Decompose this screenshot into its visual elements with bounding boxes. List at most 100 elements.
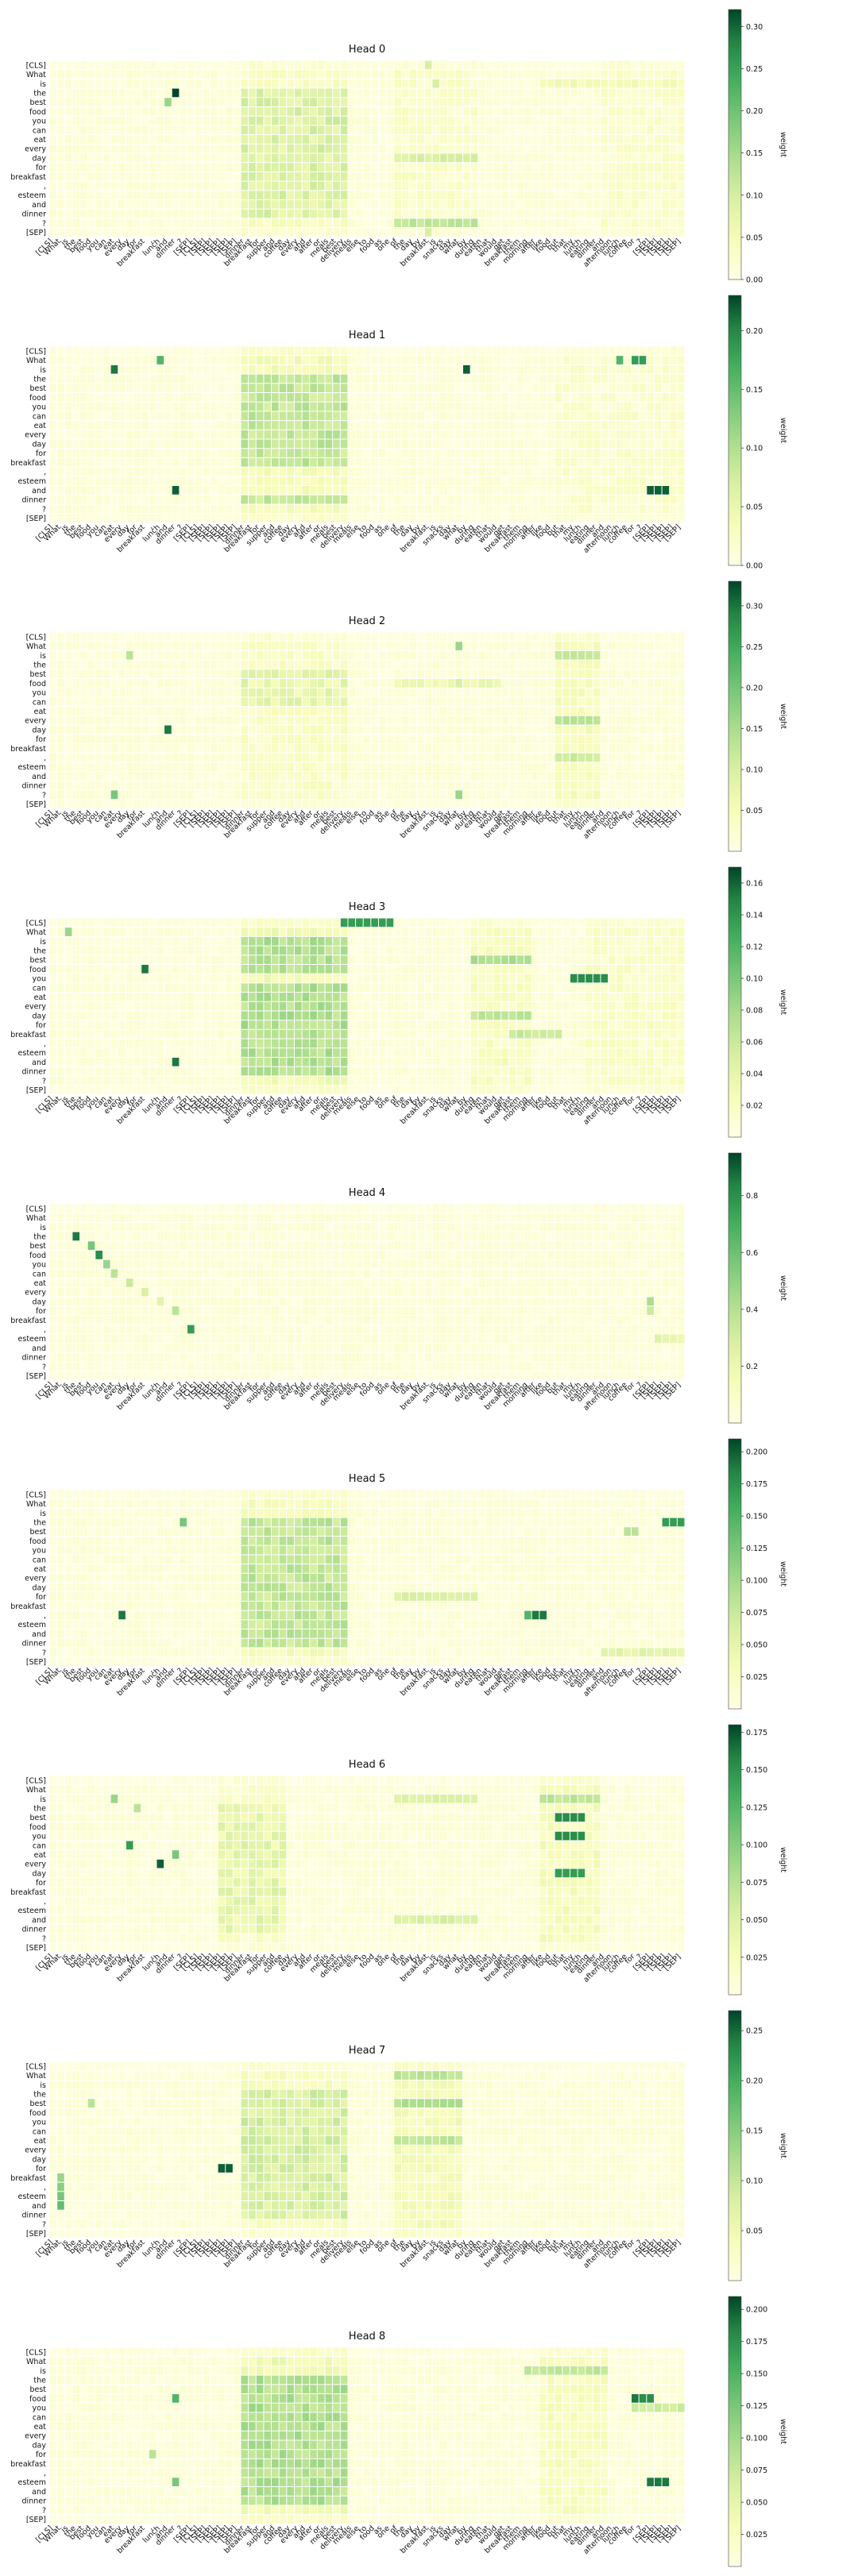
heatmap-cell [440,669,447,678]
heatmap-cell [516,144,524,153]
heatmap-cell [470,125,478,135]
heatmap-cell [49,476,57,485]
heatmap-cell [287,374,294,384]
heatmap-cell [279,107,287,116]
heatmap-cell [287,632,294,642]
heatmap-cell [524,356,531,364]
heatmap-cell [126,107,133,116]
heatmap-cell [570,753,578,762]
heatmap-cell [141,735,149,743]
heatmap-cell [609,116,616,125]
heatmap-cell [401,800,409,808]
heatmap-cell [455,697,462,707]
heatmap-cell [485,486,493,495]
heatmap-cell [409,346,417,356]
heatmap-cell [555,411,562,421]
heatmap-cell [157,430,164,439]
heatmap-cell [333,98,340,106]
heatmap-cell [524,449,531,457]
heatmap-cell [524,153,531,163]
heatmap-cell [356,790,363,800]
heatmap-cell [624,384,632,392]
heatmap-cell [172,688,180,697]
heatmap-cell [462,642,470,650]
heatmap-cell [409,107,417,116]
heatmap-cell [149,393,157,402]
heatmap-cell [72,486,80,495]
heatmap-cell [662,228,670,237]
heatmap-cell [310,228,317,237]
heatmap-cell [417,200,424,209]
heatmap-cell [394,679,401,688]
heatmap-cell [294,191,302,199]
heatmap-cell [531,753,539,762]
heatmap-cell [555,800,562,808]
heatmap-cell [249,688,256,697]
heatmap-cell [409,707,417,715]
heatmap-cell [485,107,493,116]
heatmap-cell [516,660,524,669]
heatmap-cell [677,753,685,762]
heatmap-cell [677,209,685,218]
heatmap-cell [80,374,87,384]
heatmap-cell [110,181,118,191]
heatmap-cell [180,495,187,504]
heatmap-cell [616,116,624,125]
heatmap-cell [670,374,677,384]
heatmap-cell [172,430,180,439]
heatmap-cell [126,70,133,79]
heatmap-cell [87,393,95,402]
heatmap-cell [654,504,662,514]
heatmap-cell [95,430,102,439]
heatmap-cell [616,514,624,523]
heatmap-cell [578,476,586,485]
heatmap-cell [203,153,210,163]
heatmap-cell [49,715,57,725]
heatmap-cell [80,116,87,125]
heatmap-cell [279,735,287,743]
heatmap-cell [294,781,302,790]
heatmap-cell [524,98,531,106]
heatmap-cell [455,144,462,153]
heatmap-cell [241,356,249,364]
y-tick-label: day [33,726,47,735]
heatmap-cell [447,762,455,771]
heatmap-cell [57,125,64,135]
heatmap-cell [386,200,394,209]
heatmap-cell [226,393,233,402]
heatmap-cell [440,364,447,374]
heatmap-cell [302,144,310,153]
heatmap-cell [639,504,647,514]
heatmap-cell [64,218,72,228]
heatmap-cell [378,514,386,523]
heatmap-cell [654,514,662,523]
heatmap-cell [478,495,485,504]
heatmap-cell [272,735,279,743]
heatmap-cell [164,411,172,421]
heatmap-cell [424,60,432,70]
heatmap-cell [524,393,531,402]
heatmap-cell [440,467,447,476]
heatmap-cell [195,70,203,79]
heatmap-cell [333,172,340,181]
heatmap-cell [87,374,95,384]
heatmap-cell [157,715,164,725]
heatmap-cell [417,707,424,715]
heatmap-cell [49,125,57,135]
heatmap-cell [586,393,593,402]
heatmap-cell [126,411,133,421]
heatmap-cell [524,486,531,495]
heatmap-cell [102,632,110,642]
heatmap-cell [601,449,609,457]
heatmap-cell [241,209,249,218]
heatmap-cell [531,679,539,688]
heatmap-cell [424,356,432,364]
heatmap-cell [478,70,485,79]
heatmap-cell [440,135,447,144]
heatmap-cell [485,374,493,384]
heatmap-cell [241,218,249,228]
heatmap-cell [172,514,180,523]
heatmap-cell [516,116,524,125]
heatmap-cell [187,200,195,209]
heatmap-cell [371,172,378,181]
